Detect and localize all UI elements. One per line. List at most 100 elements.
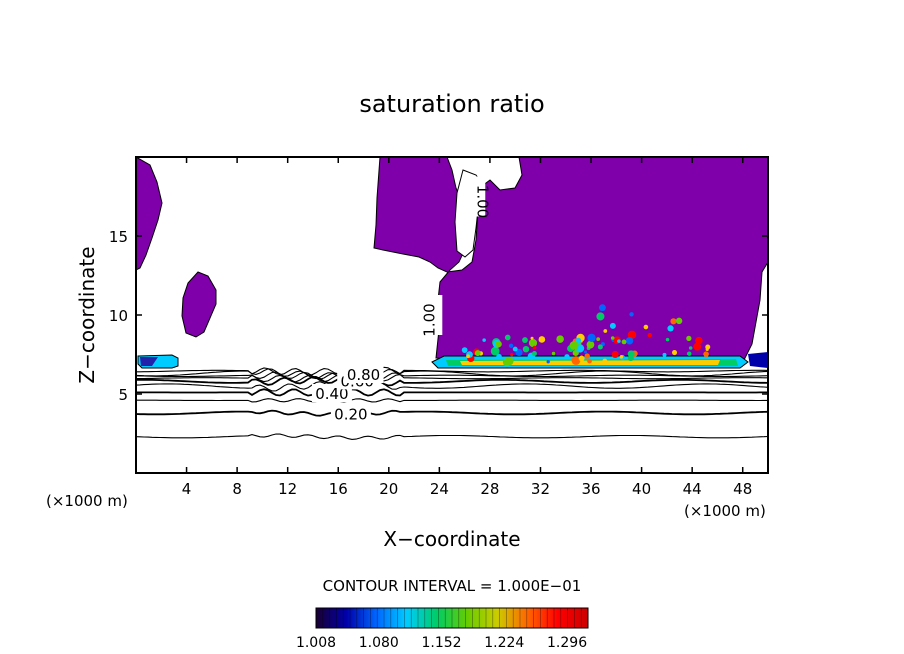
convective-cell [675,317,683,325]
convective-cell [474,350,481,357]
y-axis-ticks: 5 10 15 [109,228,768,404]
colorbar-ticks [315,608,589,628]
contour-label: 0.80 [347,366,380,384]
convective-cell [512,346,518,352]
saturated-layer-right-edge [748,352,768,368]
contour-label: 0.20 [334,406,367,424]
convective-cell [617,339,621,343]
convective-cell [532,345,537,350]
x-tick-label: 16 [329,480,348,498]
convective-cell [599,304,606,312]
contour-interval-text: CONTOUR INTERVAL = 1.000E−01 [323,577,582,595]
convective-cell [686,335,692,342]
convective-cell [597,344,603,350]
contour-line-0.2 [136,409,768,417]
x-tick-label: 24 [430,480,449,498]
contour-label: 1.00 [473,185,491,218]
convective-cell [596,337,601,341]
convective-cell [515,348,523,357]
contour-label-backdrop [343,365,384,384]
convective-cell [686,351,692,356]
y-tick-label: 5 [118,386,128,404]
convective-cell [621,339,627,345]
convective-cell [619,355,624,359]
convective-cell [551,351,556,356]
contour-line-0.3 [136,398,768,403]
convective-cell [647,332,652,338]
saturated-region-left-top [136,157,163,271]
convective-cell [627,330,637,340]
convective-cell [490,346,500,356]
contour-label-backdrop [426,295,443,335]
convective-cell [528,338,538,348]
colorbar-label: 1.296 [547,635,587,651]
convective-cell [531,351,537,356]
convective-cell [504,334,511,341]
x-unit-left: (×1000 m) [46,492,128,510]
contour-line-0.4 [136,388,768,397]
chart-title: saturation ratio [359,90,544,118]
convective-cell [510,353,514,357]
x-tick-label: 28 [480,480,499,498]
convective-cell [587,358,592,364]
contour-label: 1.00 [420,303,438,336]
x-tick-label: 4 [182,480,192,498]
convective-cell [571,356,581,365]
convective-cell [643,324,649,330]
convective-cell [538,336,546,343]
convective-cell [556,335,564,343]
x-axis-ticks: 4 8 12 16 20 24 28 32 36 40 44 48 [182,157,752,498]
convective-cell [569,341,579,350]
contour-labels: 0.200.400.600.801.001.00 [311,176,491,424]
convective-cell [695,336,703,345]
convective-cell [530,336,534,340]
convective-cell [508,343,514,348]
x-tick-label: 32 [531,480,550,498]
colorbar-label: 1.080 [359,635,399,651]
x-tick-label: 8 [232,480,242,498]
convective-cells [461,304,711,367]
contour-line-0.6 [136,375,768,387]
convective-cell [596,312,605,321]
convective-cell [584,353,590,359]
convective-cell [587,333,596,342]
contour-line-0.1 [136,433,768,440]
convective-cell [609,322,616,329]
convective-cell [610,336,615,340]
contour-line-0.7 [136,374,768,383]
x-tick-label: 12 [278,480,297,498]
convective-cell [688,346,693,350]
convective-cell [522,337,528,343]
convective-cell [611,350,619,359]
convective-cell [670,318,677,325]
x-tick-label: 40 [632,480,651,498]
convective-cell [583,350,588,354]
convective-cell [602,358,608,364]
colorbar-label: 1.152 [421,635,461,651]
convective-cell [603,329,608,333]
colorbar-label: 1.008 [296,635,336,651]
contour-label: 0.40 [315,385,348,403]
convective-cell [496,353,502,360]
convective-cell [522,345,530,353]
convective-cell [466,354,470,359]
x-unit-right: (×1000 m) [684,502,766,520]
contour-lines [136,366,768,440]
y-tick-label: 15 [109,228,128,246]
x-tick-label: 36 [581,480,600,498]
colorbar-labels: 1.008 1.080 1.152 1.224 1.296 [296,635,587,651]
convective-cell [502,358,511,367]
convective-cell [703,351,709,358]
convective-cell [495,340,502,348]
contour-label-backdrop [330,404,371,423]
convective-cell [629,312,634,317]
colorbar-label: 1.224 [484,635,524,651]
x-tick-label: 20 [379,480,398,498]
contour-line-0.8 [136,371,768,381]
convective-cell [575,337,582,344]
convective-cell [693,342,702,351]
convective-cell [671,350,678,356]
contour-line-0.9 [136,368,768,380]
convective-cell [662,352,667,357]
convective-cell [705,344,711,350]
